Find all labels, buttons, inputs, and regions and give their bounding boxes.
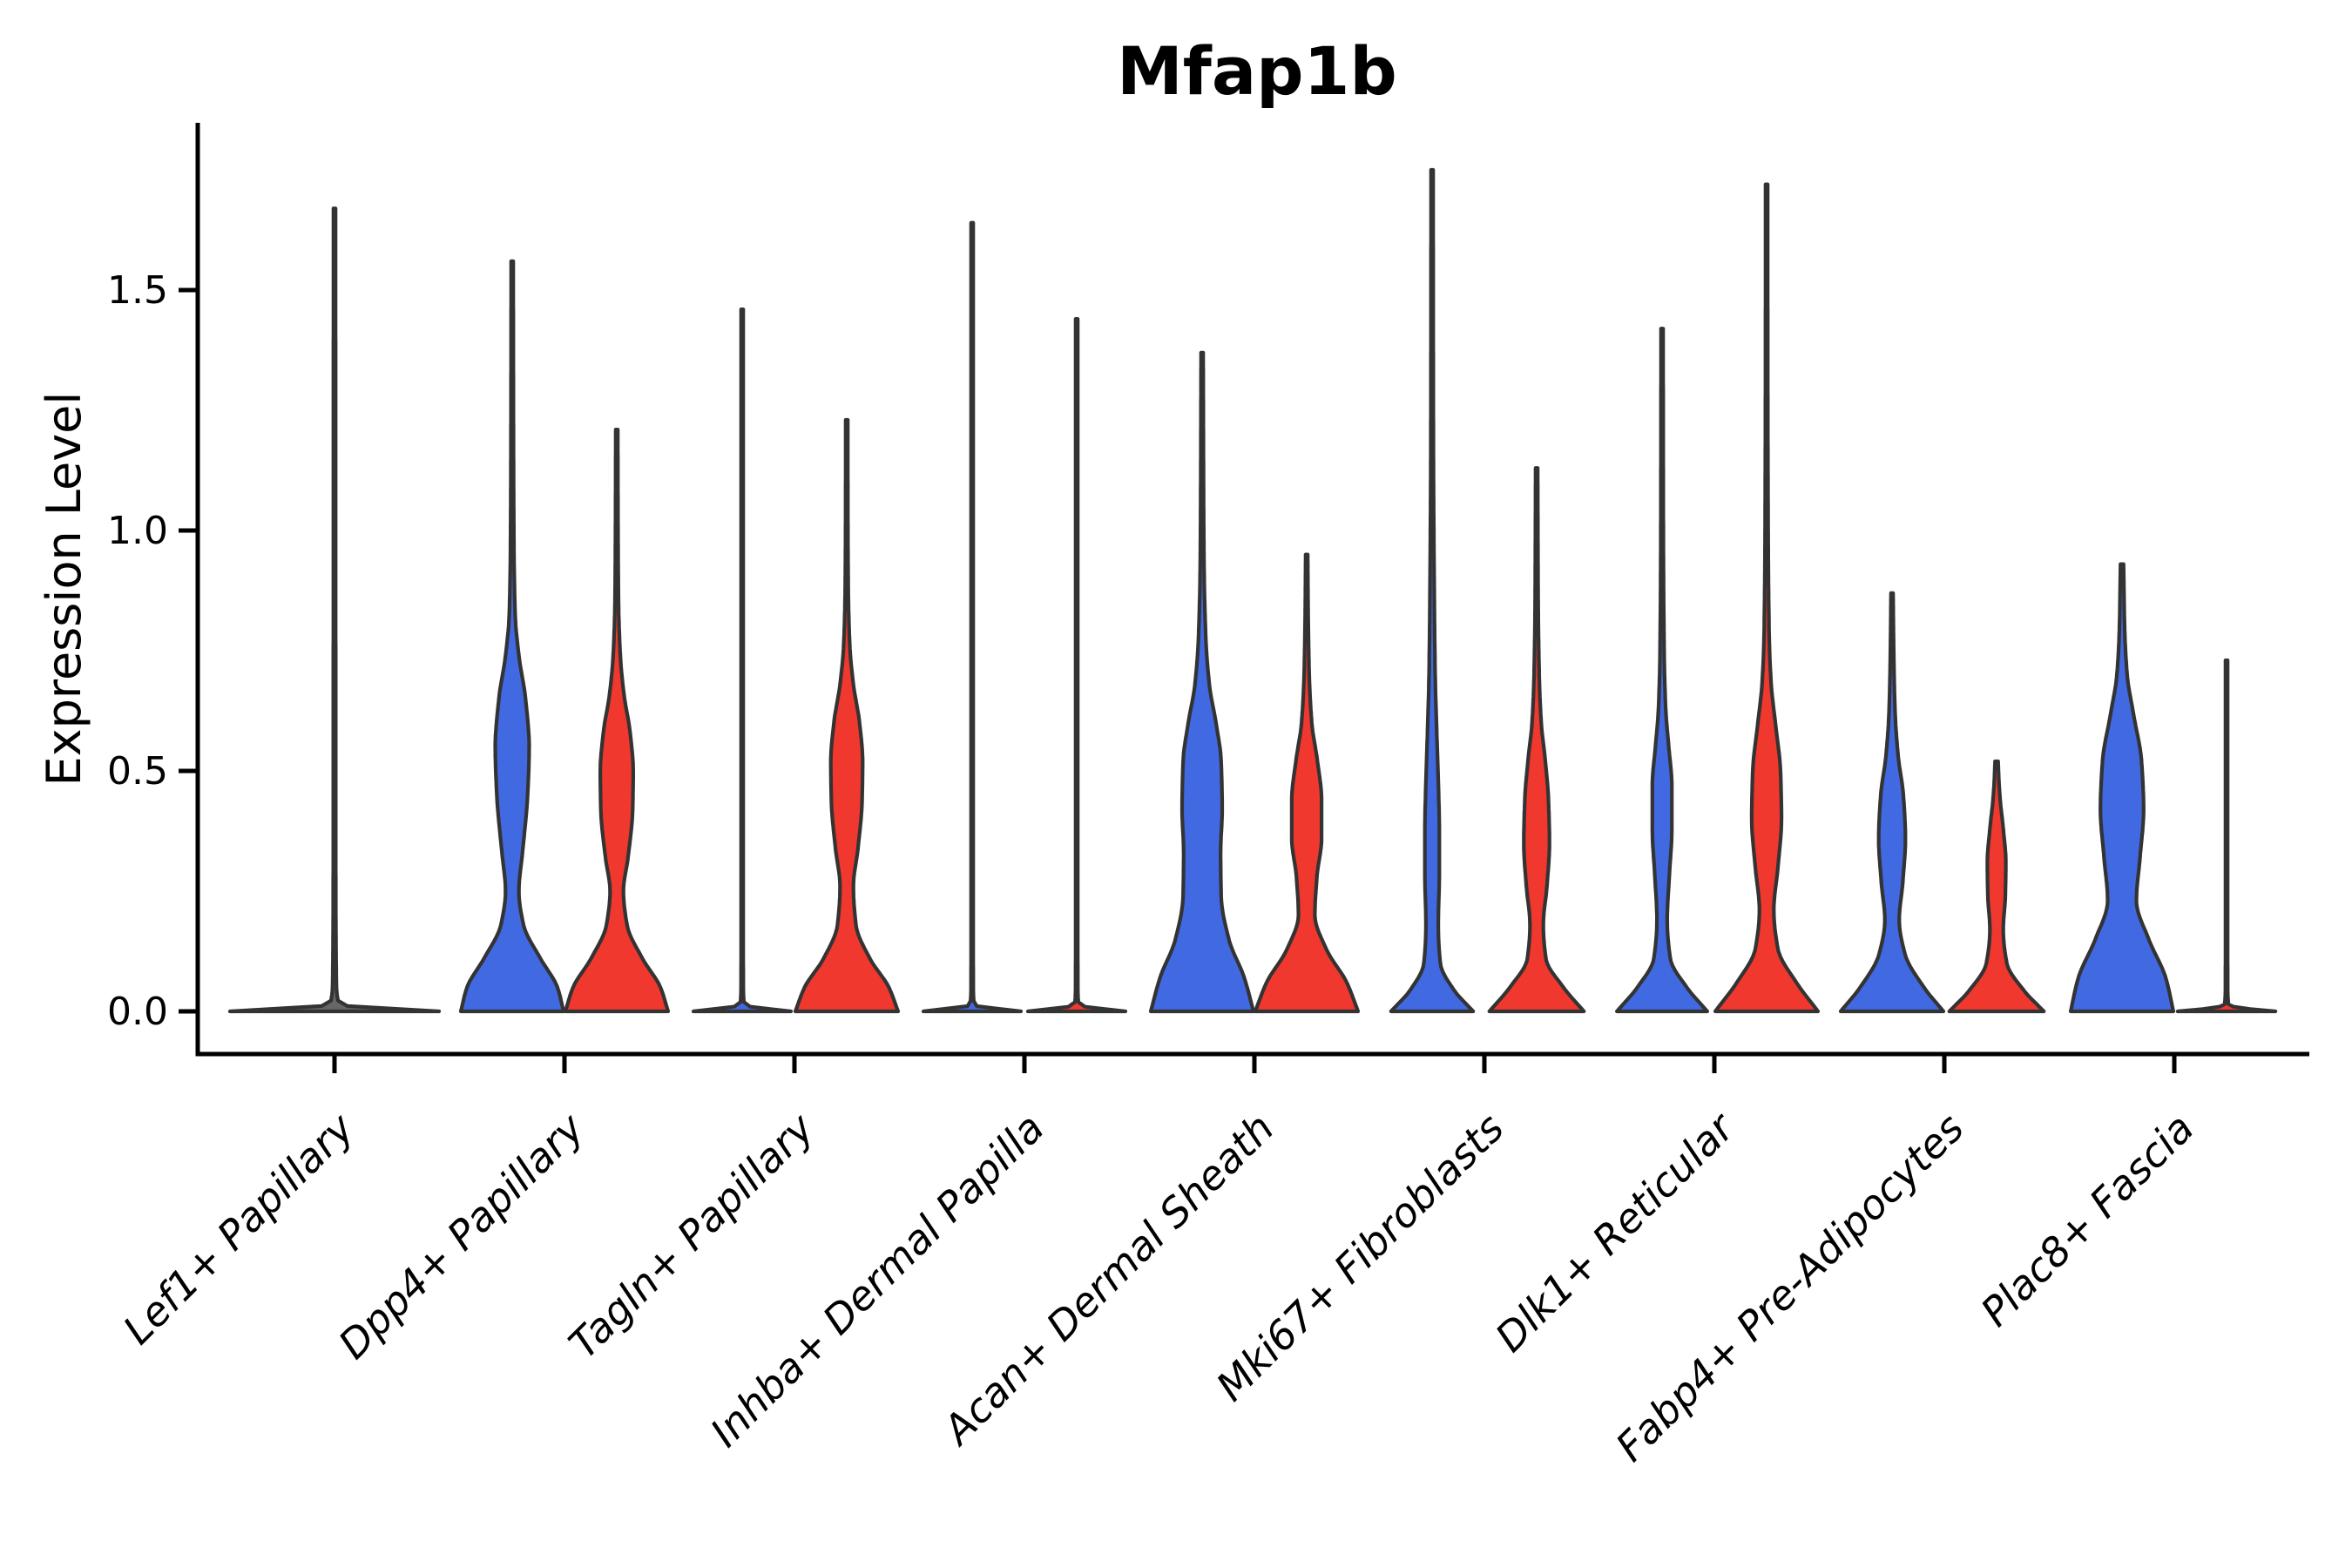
chart-title: Mfap1b: [1117, 32, 1397, 110]
violin-6-red: [1487, 466, 1586, 1014]
violin-6-blue: [1389, 167, 1476, 1014]
x-tick-label-1: Lef1+ Papillary: [114, 1104, 363, 1353]
violin-7-red: [1713, 182, 1821, 1014]
violin-2-blue: [458, 259, 566, 1014]
y-tick-label: 1.0: [107, 509, 168, 553]
violin-8-blue: [1838, 591, 1946, 1014]
violin-4-red: [1025, 317, 1128, 1014]
violin-8-red: [1947, 759, 2046, 1014]
x-tick-label-7: Dlk1+ Reticular: [1486, 1102, 1745, 1361]
violin-3-blue: [691, 308, 794, 1014]
violin-series: [227, 167, 2278, 1014]
violin-5-red: [1253, 552, 1361, 1014]
violin-5-blue: [1148, 350, 1256, 1014]
violin-9-blue: [2068, 562, 2176, 1014]
violin-7-blue: [1615, 327, 1709, 1014]
y-tick-label: 0.5: [107, 749, 168, 794]
violin-1-single: [227, 206, 442, 1014]
violin-9-red: [2175, 658, 2278, 1014]
y-axis-ticks: 0.0 0.5 1.0 1.5: [107, 268, 198, 1034]
y-tick-label: 1.5: [107, 268, 168, 313]
y-axis-label: Expression Level: [37, 392, 91, 787]
y-tick-label: 0.0: [107, 990, 168, 1034]
violin-3-red: [793, 417, 901, 1014]
x-tick-label-9: Plac8+ Fascia: [1971, 1105, 2202, 1335]
x-tick-label-3: Tagln+ Papillary: [559, 1104, 823, 1368]
violin-4-blue: [921, 220, 1024, 1014]
x-tick-label-2: Dpp4+ Papillary: [329, 1104, 593, 1368]
violin-2-red: [563, 428, 671, 1014]
